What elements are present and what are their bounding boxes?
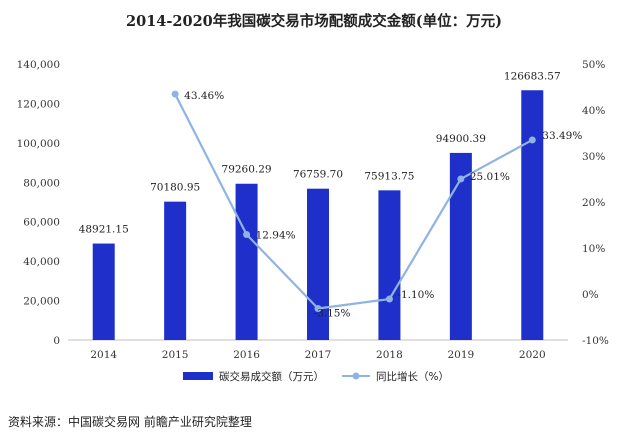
bar — [235, 183, 258, 340]
bar — [378, 190, 401, 340]
bar — [449, 152, 472, 340]
x-tick-label: 2020 — [519, 349, 546, 361]
line-point — [243, 230, 251, 238]
y-left-tick-label: 60,000 — [23, 217, 60, 229]
y-left-tick-label: 120,000 — [17, 98, 60, 110]
line-data-label: -1.10% — [397, 289, 434, 301]
bar — [521, 90, 544, 341]
y-right-tick-label: 50% — [582, 59, 605, 71]
x-tick-label: 2016 — [233, 349, 260, 361]
line-data-label: 12.94% — [256, 229, 296, 241]
legend-bar-swatch — [183, 372, 213, 380]
y-left-tick-label: 100,000 — [17, 138, 60, 150]
line-point — [528, 136, 536, 144]
x-tick-label: 2017 — [305, 349, 332, 361]
bar-data-label: 126683.57 — [504, 70, 561, 82]
y-left-tick-label: 140,000 — [17, 59, 60, 71]
bar-data-label: 70180.95 — [150, 182, 200, 194]
bar-data-label: 75913.75 — [364, 170, 414, 182]
y-right-tick-label: 10% — [582, 243, 605, 255]
bar-data-label: 79260.29 — [222, 164, 272, 176]
bar-data-label: 94900.39 — [436, 133, 486, 145]
bar-data-label: 76759.70 — [293, 169, 343, 181]
line-data-label: 33.49% — [542, 130, 582, 142]
bar — [92, 243, 115, 340]
y-left-tick-label: 20,000 — [23, 296, 60, 308]
line-point — [171, 90, 179, 98]
line-data-label: 25.01% — [470, 171, 510, 183]
chart-title: 2014-2020年我国碳交易市场配额成交金额(单位：万元) — [126, 12, 502, 30]
y-left-tick-label: 0 — [53, 335, 60, 347]
x-tick-label: 2019 — [447, 349, 474, 361]
y-right-tick-label: 40% — [582, 105, 605, 117]
legend-line-marker — [352, 372, 360, 380]
line-data-label: -3.15% — [314, 307, 351, 319]
y-left-tick-label: 40,000 — [23, 256, 60, 268]
x-tick-label: 2014 — [90, 349, 117, 361]
line-data-label: 43.46% — [184, 90, 224, 102]
y-right-tick-label: -10% — [582, 335, 609, 347]
x-tick-label: 2015 — [162, 349, 189, 361]
bar-data-label: 48921.15 — [79, 224, 129, 236]
y-right-tick-label: 0% — [582, 289, 599, 301]
bar — [164, 201, 187, 340]
legend-line-label: 同比增长（%） — [376, 370, 449, 383]
y-left-tick-label: 80,000 — [23, 177, 60, 189]
line-point — [457, 175, 465, 183]
growth-line — [174, 93, 533, 310]
plot-area: 0 20,000 40,000 60,000 80,000 100,000 120,000 1… — [17, 59, 609, 361]
source-note: 资料来源：中国碳交易网 前瞻产业研究院整理 — [8, 415, 252, 429]
y-right-tick-label: 30% — [582, 151, 605, 163]
x-tick-label: 2018 — [376, 349, 403, 361]
y-right-tick-label: 20% — [582, 197, 605, 209]
line-point — [385, 295, 393, 303]
line-point — [314, 304, 322, 312]
legend: 碳交易成交额（万元） 同比增长（%） — [183, 370, 449, 383]
legend-bar-label: 碳交易成交额（万元） — [219, 370, 324, 383]
